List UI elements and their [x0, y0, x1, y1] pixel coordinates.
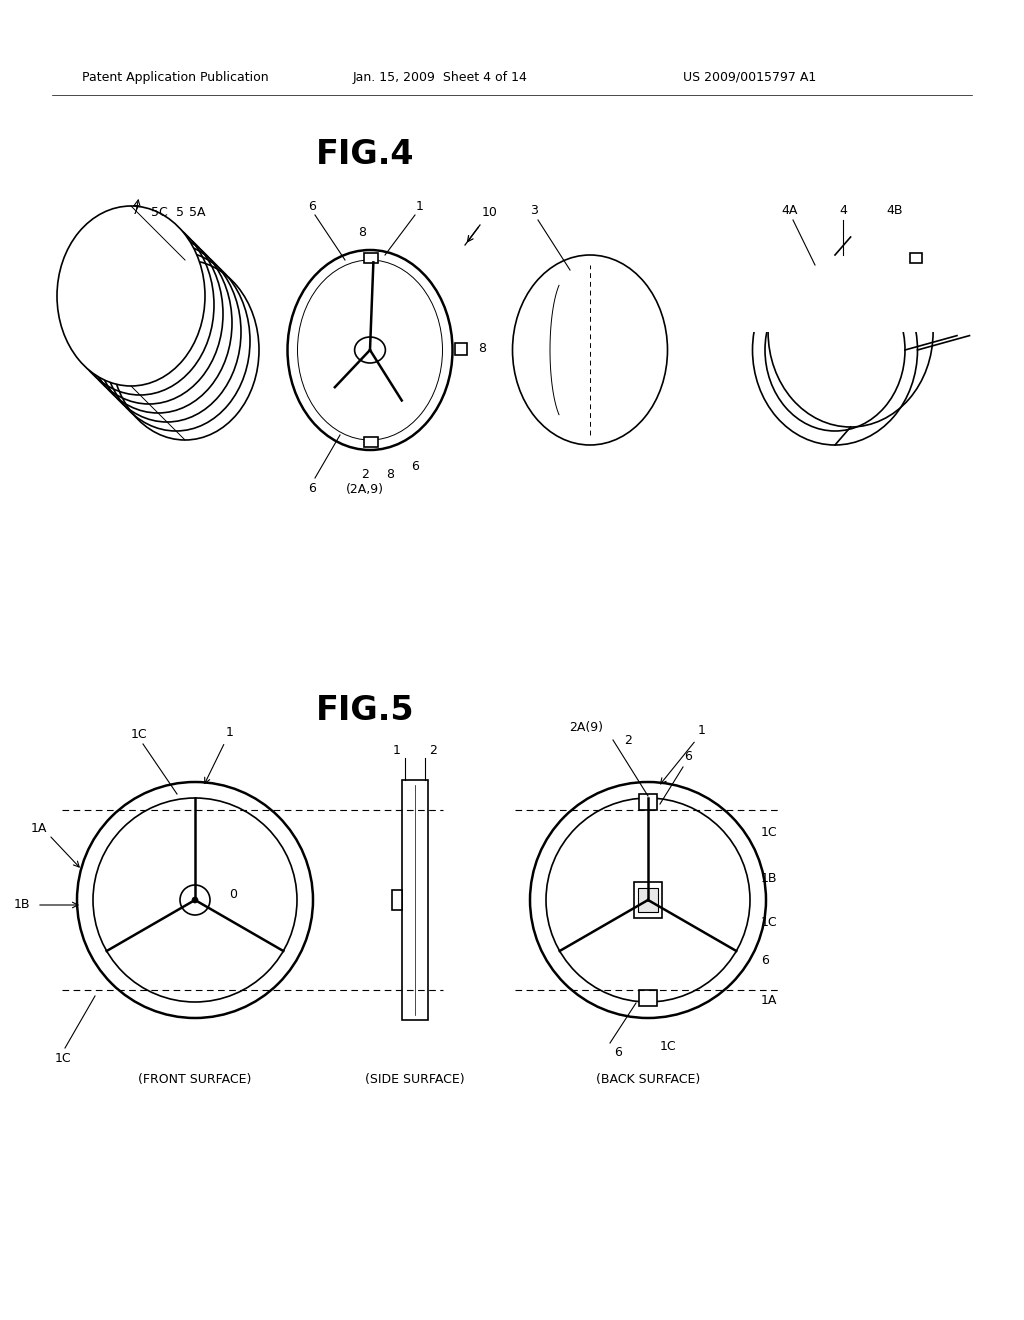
Text: 1C: 1C: [131, 729, 147, 742]
Text: (2A,9): (2A,9): [346, 483, 384, 496]
Text: 10: 10: [482, 206, 498, 219]
Text: 1B: 1B: [761, 871, 777, 884]
Bar: [638, 888, 658, 912]
Text: 1A: 1A: [31, 821, 47, 834]
Text: 6: 6: [761, 953, 769, 966]
Text: (BACK SURFACE): (BACK SURFACE): [596, 1073, 700, 1086]
Circle shape: [530, 781, 766, 1018]
Bar: [365, 253, 379, 263]
Text: 2: 2: [429, 743, 437, 756]
Circle shape: [77, 781, 313, 1018]
Text: 6: 6: [614, 1047, 622, 1060]
Text: 1B: 1B: [13, 899, 31, 912]
Text: 8: 8: [386, 467, 394, 480]
Text: 2: 2: [361, 467, 369, 480]
Bar: [909, 253, 922, 263]
Text: 6: 6: [308, 199, 316, 213]
Text: 6: 6: [684, 751, 692, 763]
Bar: [402, 780, 428, 1020]
Text: 0: 0: [229, 888, 237, 902]
Circle shape: [193, 898, 198, 903]
Text: 1C: 1C: [761, 916, 777, 928]
Text: (FRONT SURFACE): (FRONT SURFACE): [138, 1073, 252, 1086]
Bar: [639, 795, 657, 810]
Text: 1C: 1C: [659, 1040, 676, 1052]
Text: 8: 8: [478, 342, 486, 355]
Text: US 2009/0015797 A1: US 2009/0015797 A1: [683, 70, 816, 83]
Ellipse shape: [288, 249, 453, 450]
Bar: [634, 882, 662, 917]
Bar: [365, 437, 379, 447]
Ellipse shape: [354, 337, 385, 363]
Text: 5C: 5C: [151, 206, 167, 219]
Text: 1: 1: [393, 743, 401, 756]
Text: 4B: 4B: [887, 205, 903, 218]
Text: 1A: 1A: [761, 994, 777, 1006]
Text: Patent Application Publication: Patent Application Publication: [82, 70, 268, 83]
Text: 3: 3: [530, 205, 538, 218]
Text: 1C: 1C: [761, 825, 777, 838]
Bar: [392, 890, 402, 909]
Bar: [639, 990, 657, 1006]
Text: 1: 1: [416, 201, 424, 214]
Ellipse shape: [765, 269, 905, 432]
Text: 8: 8: [358, 226, 366, 239]
Text: Jan. 15, 2009  Sheet 4 of 14: Jan. 15, 2009 Sheet 4 of 14: [352, 70, 527, 83]
Text: 6: 6: [411, 459, 419, 473]
Bar: [455, 343, 467, 355]
Text: (SIDE SURFACE): (SIDE SURFACE): [366, 1073, 465, 1086]
Text: 4: 4: [839, 205, 847, 218]
Ellipse shape: [57, 206, 205, 385]
Text: 2: 2: [624, 734, 632, 747]
Ellipse shape: [753, 255, 918, 445]
Text: 1C: 1C: [54, 1052, 72, 1064]
Bar: [686, 143, 1016, 333]
Text: 1: 1: [698, 723, 706, 737]
Text: 4A: 4A: [781, 205, 798, 218]
Text: 2A(9): 2A(9): [569, 721, 603, 734]
Circle shape: [180, 884, 210, 915]
Text: 5A: 5A: [188, 206, 205, 219]
Text: FIG.4: FIG.4: [315, 139, 415, 172]
Ellipse shape: [512, 255, 668, 445]
Text: 7: 7: [132, 203, 140, 216]
Text: 6: 6: [308, 482, 316, 495]
Text: 1: 1: [226, 726, 233, 738]
Text: FIG.5: FIG.5: [315, 693, 415, 726]
Text: 5: 5: [176, 206, 184, 219]
